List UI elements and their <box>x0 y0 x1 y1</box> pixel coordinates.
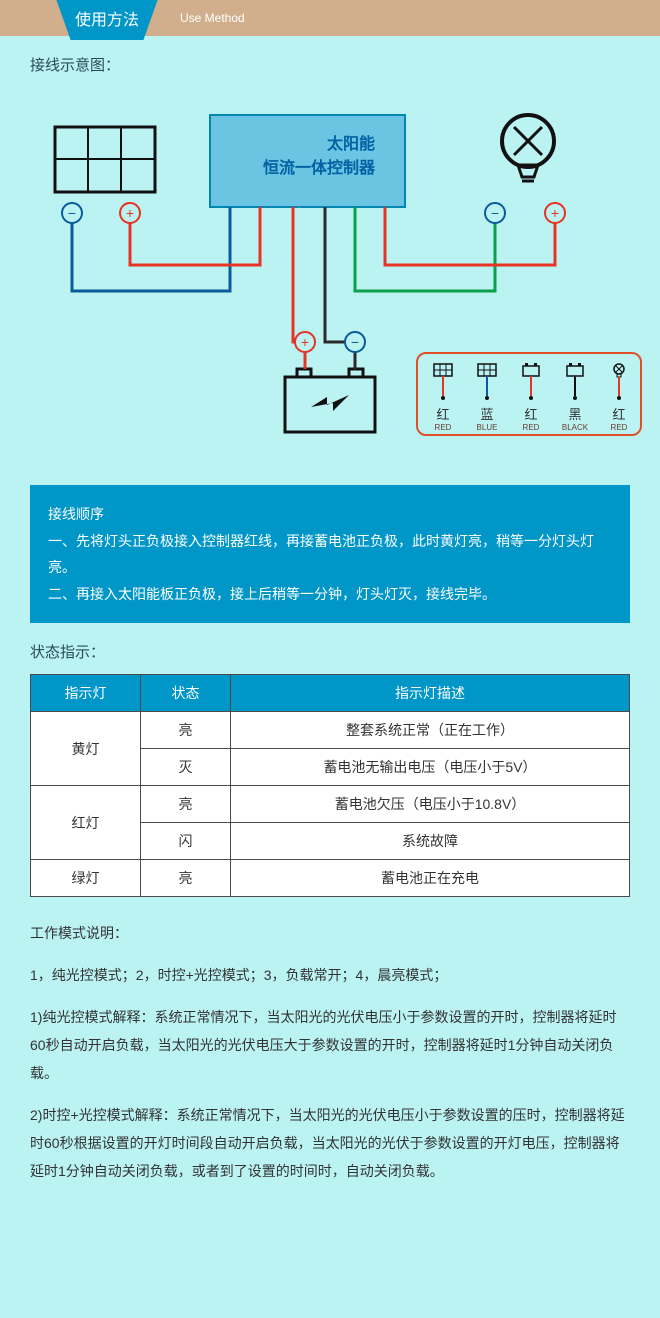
header-title: 使用方法 <box>75 6 139 30</box>
svg-text:−: − <box>68 205 76 221</box>
wire-panel-plus <box>130 207 260 265</box>
bulb-plus-icon: + <box>545 203 565 223</box>
status-desc-cell: 蓄电池正在充电 <box>231 860 630 897</box>
svg-text:+: + <box>301 334 309 350</box>
controller-text-2: 恒流一体控制器 <box>263 158 376 177</box>
panel-plus-icon: + <box>120 203 140 223</box>
controller-icon: 太阳能 恒流一体控制器 <box>210 115 405 207</box>
status-col-led: 指示灯 <box>31 675 141 712</box>
status-desc-cell: 整套系统正常（正在工作） <box>231 712 630 749</box>
legend-item: 红 RED <box>428 362 458 432</box>
status-table: 指示灯 状态 指示灯描述 黄灯亮整套系统正常（正在工作）灭蓄电池无输出电压（电压… <box>30 674 630 897</box>
wire-bulb-minus <box>355 207 495 291</box>
status-led-cell: 黄灯 <box>31 712 141 786</box>
status-state-cell: 亮 <box>141 712 231 749</box>
page-content: 接线示意图： 太阳能 恒流一体控制器 <box>0 36 660 1217</box>
battery-minus-icon: − <box>345 332 365 352</box>
status-state-cell: 灭 <box>141 749 231 786</box>
modes-list: 1，纯光控模式；2，时控+光控模式；3，负载常开；4，晨亮模式； <box>30 961 630 989</box>
instructions-heading: 接线顺序 <box>48 501 612 528</box>
svg-text:+: + <box>126 205 134 221</box>
table-row: 绿灯亮蓄电池正在充电 <box>31 860 630 897</box>
instructions-box: 接线顺序 一、先将灯头正负极接入控制器红线，再接蓄电池正负极，此时黄灯亮，稍等一… <box>30 485 630 623</box>
status-state-cell: 亮 <box>141 860 231 897</box>
instructions-step2: 二、再接入太阳能板正负极，接上后稍等一分钟，灯头灯灭，接线完毕。 <box>48 581 612 608</box>
solar-panel-icon <box>55 127 155 192</box>
wire-panel-minus <box>72 207 230 291</box>
battery-icon <box>285 369 375 432</box>
wire-legend: 红 RED 蓝 BLUE 红 RED 黑 BLACK 红 RED <box>416 352 642 436</box>
bulb-minus-icon: − <box>485 203 505 223</box>
instructions-step1: 一、先将灯头正负极接入控制器红线，再接蓄电池正负极，此时黄灯亮，稍等一分灯头灯亮… <box>48 528 612 581</box>
wire-bulb-plus <box>385 207 555 265</box>
legend-item: 红 RED <box>516 362 546 432</box>
status-desc-cell: 蓄电池欠压（电压小于10.8V） <box>231 786 630 823</box>
controller-text-1: 太阳能 <box>326 134 375 153</box>
legend-item: 蓝 BLUE <box>472 362 502 432</box>
legend-item: 红 RED <box>604 362 634 432</box>
legend-item: 黑 BLACK <box>560 362 590 432</box>
status-desc-cell: 蓄电池无输出电压（电压小于5V） <box>231 749 630 786</box>
wiring-title: 接线示意图： <box>30 54 630 75</box>
svg-text:−: − <box>491 205 499 221</box>
status-title: 状态指示： <box>30 641 630 662</box>
header-bar: 使用方法 Use Method <box>0 0 660 36</box>
modes-p1: 1)纯光控模式解释：系统正常情况下，当太阳光的光伏电压小于参数设置的开时，控制器… <box>30 1003 630 1087</box>
wiring-diagram: 太阳能 恒流一体控制器 + − <box>30 87 630 467</box>
status-col-state: 状态 <box>141 675 231 712</box>
lightbulb-icon <box>502 115 554 181</box>
status-led-cell: 绿灯 <box>31 860 141 897</box>
header-tab: 使用方法 <box>55 0 159 40</box>
panel-minus-icon: − <box>62 203 82 223</box>
status-col-desc: 指示灯描述 <box>231 675 630 712</box>
status-led-cell: 红灯 <box>31 786 141 860</box>
battery-plus-icon: + <box>295 332 315 352</box>
table-row: 黄灯亮整套系统正常（正在工作） <box>31 712 630 749</box>
status-state-cell: 闪 <box>141 823 231 860</box>
svg-text:+: + <box>551 205 559 221</box>
modes-section: 工作模式说明： 1，纯光控模式；2，时控+光控模式；3，负载常开；4，晨亮模式；… <box>30 919 630 1185</box>
svg-text:−: − <box>351 334 359 350</box>
table-row: 红灯亮蓄电池欠压（电压小于10.8V） <box>31 786 630 823</box>
modes-title: 工作模式说明： <box>30 919 630 947</box>
header-subtitle: Use Method <box>180 11 245 25</box>
modes-p2: 2)时控+光控模式解释：系统正常情况下，当太阳光的光伏电压小于参数设置的压时，控… <box>30 1101 630 1185</box>
status-state-cell: 亮 <box>141 786 231 823</box>
status-desc-cell: 系统故障 <box>231 823 630 860</box>
